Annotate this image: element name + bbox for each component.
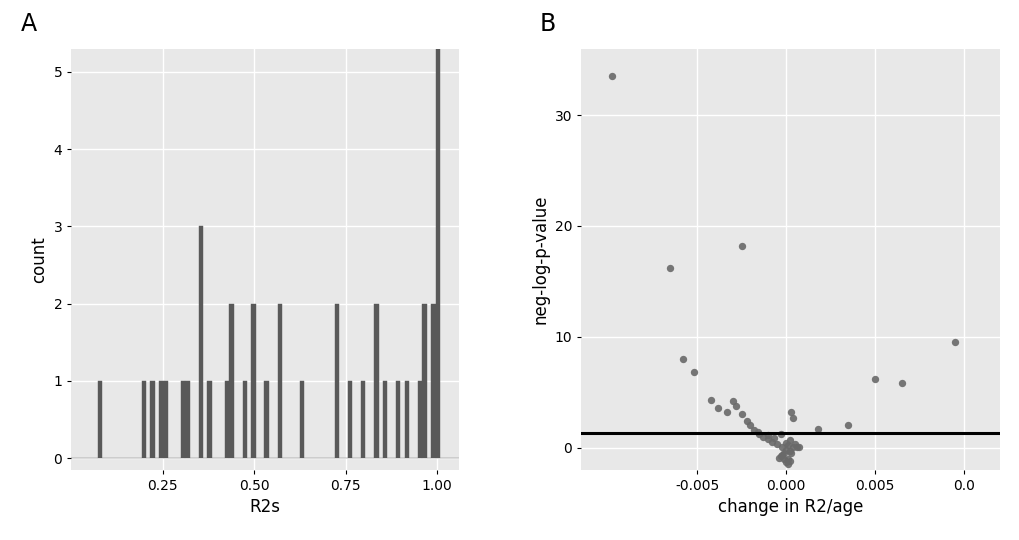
Y-axis label: count: count	[30, 236, 48, 282]
Bar	[382, 381, 387, 458]
Point	[777, 446, 794, 454]
Point	[771, 430, 788, 438]
Bar	[159, 381, 163, 458]
Bar	[163, 381, 168, 458]
Point	[788, 443, 804, 451]
Point	[764, 433, 781, 442]
Point	[702, 396, 718, 404]
Bar	[334, 303, 338, 458]
Text: B: B	[539, 12, 555, 36]
Point	[742, 421, 758, 430]
Bar	[422, 303, 426, 458]
Bar	[435, 0, 439, 458]
Point	[779, 441, 795, 450]
Bar	[418, 381, 422, 458]
Point	[749, 428, 765, 436]
Bar	[374, 303, 378, 458]
Bar	[181, 381, 185, 458]
Point	[840, 421, 856, 430]
Point	[750, 430, 766, 438]
Bar	[277, 303, 281, 458]
Point	[946, 338, 962, 347]
Point	[728, 401, 744, 410]
Bar	[300, 381, 304, 458]
Point	[771, 452, 788, 461]
Bar	[264, 381, 269, 458]
Point	[786, 440, 802, 449]
Point	[779, 460, 795, 469]
Point	[759, 431, 775, 440]
Point	[775, 449, 792, 457]
Point	[893, 379, 909, 388]
Bar	[199, 226, 203, 458]
Point	[777, 439, 794, 448]
Point	[709, 403, 726, 412]
Point	[773, 442, 790, 451]
Bar	[405, 381, 409, 458]
Point	[723, 397, 740, 406]
Bar	[431, 303, 435, 458]
Point	[781, 457, 797, 465]
Point	[779, 454, 795, 463]
Point	[763, 438, 780, 447]
Bar	[361, 381, 365, 458]
Point	[783, 408, 799, 416]
Bar	[185, 381, 190, 458]
Point	[759, 435, 775, 443]
Bar	[229, 303, 233, 458]
Point	[661, 264, 678, 272]
Point	[866, 375, 882, 383]
Bar	[150, 381, 155, 458]
Bar	[225, 381, 229, 458]
Bar	[251, 303, 256, 458]
Point	[685, 368, 701, 376]
Bar	[243, 381, 247, 458]
Point	[733, 241, 749, 250]
X-axis label: change in R2/age: change in R2/age	[717, 498, 862, 516]
Point	[781, 447, 797, 455]
Point	[745, 426, 761, 434]
Y-axis label: neg-log-p-value: neg-log-p-value	[531, 194, 548, 324]
Point	[738, 417, 754, 426]
Point	[785, 414, 801, 422]
Bar	[142, 381, 146, 458]
Point	[785, 443, 801, 451]
Point	[754, 432, 770, 441]
Bar	[395, 381, 400, 458]
X-axis label: R2s: R2s	[250, 498, 280, 516]
Point	[603, 72, 620, 80]
Point	[768, 440, 785, 449]
Point	[733, 410, 749, 418]
Point	[809, 424, 825, 433]
Point	[718, 408, 735, 416]
Point	[781, 436, 797, 444]
Bar	[98, 381, 102, 458]
Point	[790, 443, 806, 451]
Bar	[207, 381, 212, 458]
Point	[775, 454, 792, 463]
Point	[773, 451, 790, 460]
Point	[674, 355, 690, 363]
Text: A: A	[21, 12, 37, 36]
Point	[770, 453, 787, 462]
Bar	[347, 381, 352, 458]
Point	[777, 458, 794, 467]
Point	[783, 449, 799, 457]
